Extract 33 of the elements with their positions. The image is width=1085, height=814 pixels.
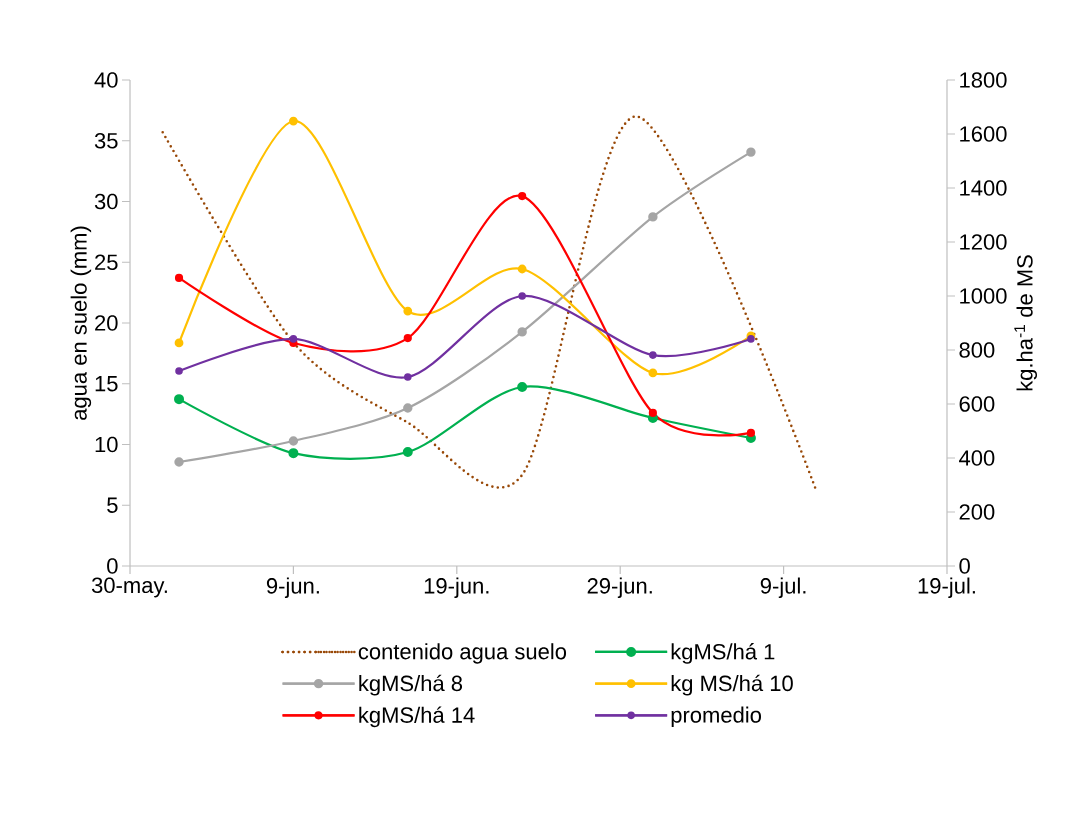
y-axis-title: agua en suelo (mm) [70, 226, 92, 420]
y-tick-label: 0 [107, 558, 118, 574]
legend-label: kgMS/há 14 [359, 706, 475, 728]
y2-tick-label: 1800 [960, 72, 1007, 88]
y-tick-label: 10 [95, 436, 118, 453]
y2-tick-label: 1600 [960, 126, 1007, 142]
y2-tick-label: 1400 [960, 180, 1007, 196]
y2-tick-label: 200 [959, 504, 995, 520]
legend-label: promedio [671, 706, 761, 728]
y2-tick-label: 1000 [960, 288, 1007, 304]
y2-tick-label: 0 [959, 558, 970, 574]
y-tick-label: 5 [107, 497, 118, 513]
y-tick-label: 35 [94, 132, 118, 149]
y-tick-label: 30 [94, 193, 118, 210]
y2-tick-label: 800 [959, 342, 995, 358]
x-tick-label: 29-jun. [587, 577, 652, 599]
x-tick-label: 9-jul. [760, 577, 806, 599]
legend-label: contenido agua suelo [358, 643, 567, 664]
y-tick-label: 20 [95, 315, 118, 331]
x-tick-label: 19-jun. [424, 577, 489, 599]
y2-axis-title: kg.ha$^{-1}$ de MS [1014, 255, 1038, 391]
y2-tick-label: 400 [959, 450, 995, 466]
y2-tick-label: 600 [959, 396, 995, 412]
y-tick-label: 25 [95, 254, 118, 271]
legend-label: kgMS/há 8 [359, 674, 463, 696]
y-tick-label: 40 [94, 72, 118, 88]
y-tick-label: 15 [95, 376, 118, 392]
x-tick-label: 19-jul. [918, 577, 975, 599]
x-tick-label: 9-jun. [266, 577, 319, 599]
y2-tick-label: 1200 [960, 234, 1007, 250]
x-tick-label: 30-may. [91, 577, 167, 598]
legend-label: kgMS/há 1 [671, 643, 775, 664]
legend-label: kg MS/há 10 [671, 674, 793, 696]
